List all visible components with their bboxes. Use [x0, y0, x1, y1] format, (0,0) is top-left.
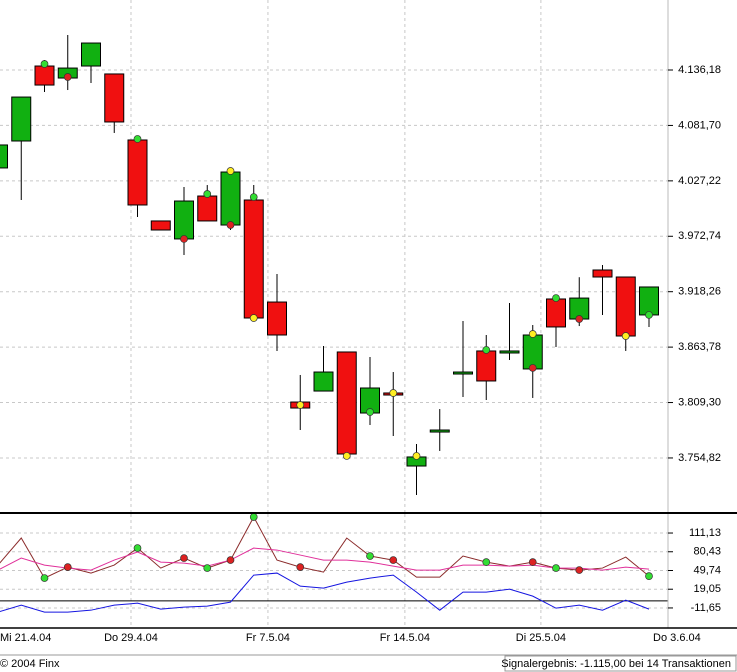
y-tick-label: 49,74 [693, 564, 721, 576]
signal-dot [575, 315, 584, 323]
signal-dot [528, 330, 537, 338]
signal-dot [203, 190, 212, 198]
candle-body [127, 139, 148, 206]
candle-body [150, 220, 171, 231]
signal-dot [342, 452, 351, 460]
candle-body [0, 144, 8, 169]
candle-body [11, 96, 32, 142]
y-tick-label: 80,43 [693, 546, 721, 558]
candle-body [546, 298, 566, 328]
signal-dot [366, 408, 374, 416]
signal-dot [552, 294, 560, 302]
signal-dot [575, 566, 584, 574]
signal-dot [133, 135, 142, 143]
candle-body [429, 429, 450, 433]
signal-dot [249, 514, 258, 521]
y-tick-label: 3.972,74 [678, 230, 721, 242]
y-tick-label: 3.809,30 [678, 396, 721, 408]
candle-body [313, 371, 334, 392]
signal-dot [482, 558, 491, 566]
signal-dot [40, 574, 49, 582]
y-tick-label: 4.081,70 [678, 119, 721, 131]
signal-dot [40, 60, 49, 68]
candle-body [174, 200, 194, 240]
candle-body [476, 350, 497, 382]
candle-body [104, 73, 125, 123]
signal-dot [203, 564, 212, 572]
x-tick-label: Do 3.6.04 [653, 632, 701, 644]
signal-dot [63, 563, 72, 571]
candle-body [592, 269, 613, 278]
price-panel [0, 0, 668, 512]
copyright: © 2004 Finx [0, 658, 60, 670]
candle-body [267, 301, 287, 336]
candle-body [615, 276, 636, 337]
signal-dot [133, 544, 142, 552]
candle-body [522, 334, 543, 370]
candle-body [499, 350, 520, 354]
y-tick-label: 4.136,18 [678, 64, 721, 76]
signal-dot [389, 389, 398, 397]
signal-dot [63, 73, 72, 81]
signal-dot [296, 401, 305, 409]
signal-dot [366, 552, 374, 560]
x-tick-label: Fr 7.5.04 [246, 632, 290, 644]
y-tick-label: 3.863,78 [678, 341, 721, 353]
y-tick-label: 3.754,82 [678, 452, 721, 464]
signal-dot [249, 314, 258, 322]
candle-body [453, 371, 473, 375]
signal-dot [645, 311, 653, 319]
indicator-line [0, 547, 650, 571]
candle-body [34, 65, 55, 86]
signal-dot [226, 221, 235, 229]
x-tick-label: Fr 14.5.04 [380, 632, 430, 644]
candle-body [197, 195, 218, 222]
signal-dot [180, 554, 188, 562]
y-tick-label: 3.918,26 [678, 286, 721, 298]
signal-dot [180, 235, 188, 243]
indicator-line [0, 515, 650, 579]
candle-body [220, 171, 241, 226]
y-tick-label: -11,65 [691, 602, 721, 614]
x-tick-label: Mi 21.4.04 [0, 632, 51, 644]
result-box [504, 655, 737, 672]
signal-dot [389, 556, 398, 564]
candle-body [639, 286, 659, 316]
candle-body [243, 199, 264, 319]
signal-dot [412, 452, 421, 460]
indicator-panel [0, 514, 668, 628]
x-tick-label: Di 25.5.04 [516, 632, 566, 644]
signal-dot [552, 564, 560, 572]
signal-dot [482, 346, 491, 354]
signal-dot [621, 332, 630, 340]
y-tick-label: 111,13 [689, 527, 721, 539]
signal-result: Signalergebnis: -1.115,00 bei 14 Transak… [501, 658, 731, 670]
candle-body [336, 351, 357, 455]
signal-dot [645, 572, 653, 580]
signal-dot [528, 364, 537, 372]
signal-dot [249, 193, 258, 201]
signal-dot [296, 563, 305, 571]
candle-body [81, 42, 101, 67]
indicator-line [0, 572, 650, 613]
signal-dot [226, 167, 235, 175]
signal-dot [226, 556, 235, 564]
y-tick-label: 19,05 [693, 583, 721, 595]
y-tick-label: 4.027,22 [678, 175, 721, 187]
x-tick-label: Do 29.4.04 [104, 632, 158, 644]
signal-dot [528, 558, 537, 566]
